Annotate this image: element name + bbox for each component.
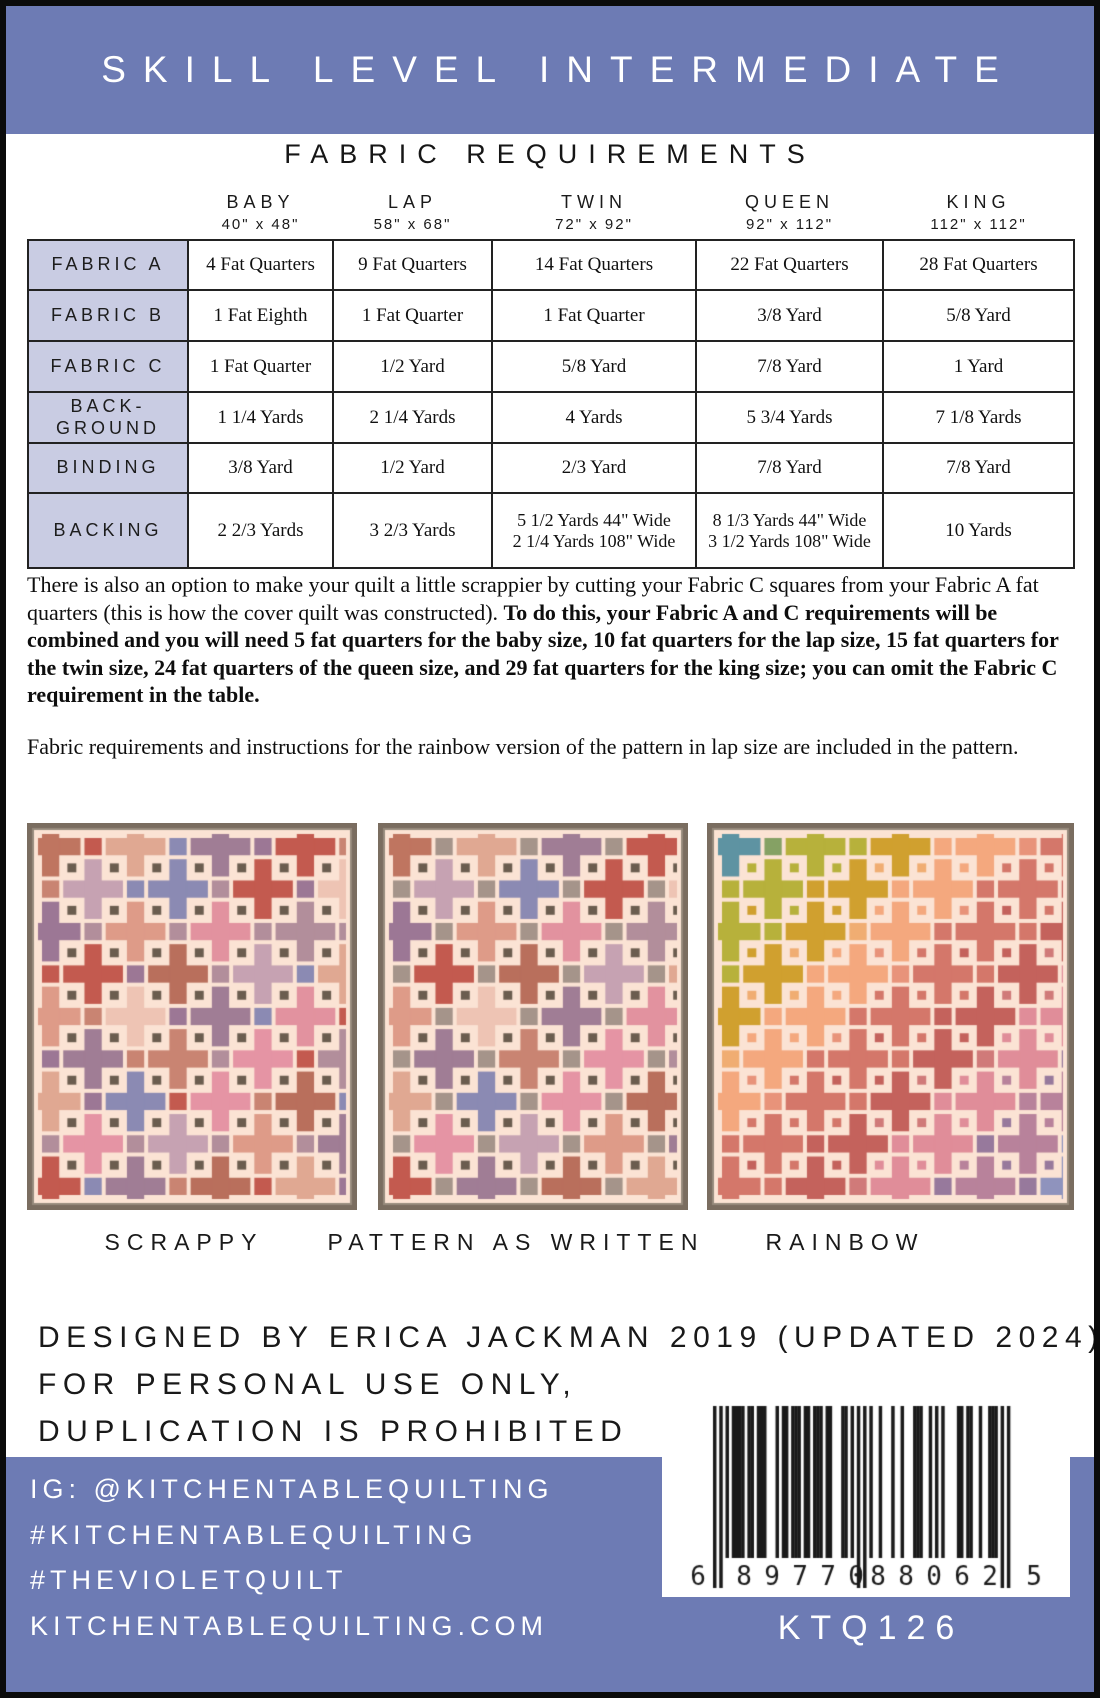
requirement-cell: 1 Yard bbox=[882, 340, 1075, 393]
size-header-lap: LAP 58" x 68" bbox=[333, 170, 492, 240]
requirement-cell: 1 Fat Eighth bbox=[187, 289, 334, 342]
barcode-box bbox=[662, 1393, 1070, 1597]
rainbow-note-paragraph: Fabric requirements and instructions for… bbox=[27, 734, 1019, 759]
requirement-cell: 2 2/3 Yards bbox=[187, 492, 334, 569]
row-label: BINDING bbox=[27, 442, 189, 494]
size-dimensions: 92" x 112" bbox=[745, 216, 834, 233]
requirement-cell: 7/8 Yard bbox=[695, 340, 884, 393]
row-label: BACK- GROUND bbox=[27, 391, 189, 444]
requirement-cell: 4 Fat Quarters bbox=[187, 239, 334, 291]
row-label: BACKING bbox=[27, 492, 189, 569]
requirement-cell: 1/2 Yard bbox=[332, 340, 493, 393]
size-header-corner bbox=[28, 170, 188, 240]
barcode-image bbox=[662, 1393, 1070, 1593]
size-name: LAP bbox=[387, 192, 438, 212]
fabric-requirements-title: FABRIC REQUIREMENTS bbox=[284, 139, 816, 169]
requirement-cell: 5/8 Yard bbox=[491, 340, 697, 393]
social-links-block: IG: @KITCHENTABLEQUILTING #KITCHENTABLEQ… bbox=[30, 1467, 553, 1649]
quilt-pattern-as-written-image bbox=[378, 823, 688, 1210]
row-label: FABRIC C bbox=[27, 340, 189, 393]
requirement-cell: 1 Fat Quarter bbox=[332, 289, 493, 342]
requirement-cell: 10 Yards bbox=[882, 492, 1075, 569]
requirement-cell: 5 1/2 Yards 44" Wide 2 1/4 Yards 108" Wi… bbox=[491, 492, 697, 569]
requirement-cell: 2 1/4 Yards bbox=[332, 391, 493, 444]
requirement-cell: 1 1/4 Yards bbox=[187, 391, 334, 444]
size-header-king: KING 112" x 112" bbox=[883, 170, 1074, 240]
requirement-cell: 7 1/8 Yards bbox=[882, 391, 1075, 444]
requirement-cell: 1 Fat Quarter bbox=[491, 289, 697, 342]
quilt-label-pattern-as-written: PATTERN AS WRITTEN bbox=[327, 1229, 705, 1255]
requirement-cell: 5/8 Yard bbox=[882, 289, 1075, 342]
quilt-scrappy-image bbox=[27, 823, 357, 1210]
instagram-handle: IG: @KITCHENTABLEQUILTING bbox=[30, 1474, 554, 1504]
hashtag-thevioletquilt: #THEVIOLETQUILT bbox=[30, 1565, 348, 1595]
designed-by-block: DESIGNED BY ERICA JACKMAN 2019 (UPDATED … bbox=[38, 1314, 1100, 1455]
requirement-cell: 3/8 Yard bbox=[187, 442, 334, 494]
requirement-cell: 9 Fat Quarters bbox=[332, 239, 493, 291]
quilt-rainbow-image bbox=[707, 823, 1074, 1210]
fabric-table-row: BACKING 2 2/3 Yards 3 2/3 Yards 5 1/2 Yards… bbox=[27, 492, 1075, 569]
fabric-table-size-header: BABY 40" x 48" LAP 58" x 68" TWIN 72" x 92" QU… bbox=[28, 170, 1074, 240]
size-header-twin: TWIN 72" x 92" bbox=[492, 170, 696, 240]
size-header-baby: BABY 40" x 48" bbox=[188, 170, 333, 240]
designed-by-line-3: DUPLICATION IS PROHIBITED bbox=[38, 1415, 629, 1448]
hashtag-kitchentablequilting: #KITCHENTABLEQUILTING bbox=[30, 1519, 478, 1550]
requirement-cell: 4 Yards bbox=[491, 391, 697, 444]
skill-level-title: SKILL LEVEL INTERMEDIATE bbox=[101, 49, 1016, 90]
requirement-cell: 28 Fat Quarters bbox=[882, 239, 1075, 291]
requirement-cell: 14 Fat Quarters bbox=[491, 239, 697, 291]
size-dimensions: 58" x 68" bbox=[373, 216, 452, 233]
size-name: BABY bbox=[226, 192, 295, 212]
fabric-table-row: BACK- GROUND 1 1/4 Yards 2 1/4 Yards 4 Yard… bbox=[27, 391, 1075, 444]
size-name: TWIN bbox=[561, 192, 627, 212]
pattern-sku: KTQ126 bbox=[777, 1609, 965, 1647]
size-name: KING bbox=[946, 192, 1011, 212]
requirement-cell: 3/8 Yard bbox=[695, 289, 884, 342]
quilt-label-scrappy: SCRAPPY bbox=[104, 1229, 264, 1255]
row-label: FABRIC A bbox=[27, 239, 189, 291]
skill-level-band: SKILL LEVEL INTERMEDIATE bbox=[0, 6, 1100, 134]
scrappy-option-bold-text: To do this, your Fabric A and C requirem… bbox=[27, 599, 1059, 708]
scrappy-option-paragraph: There is also an option to make your qui… bbox=[27, 571, 1074, 709]
size-dimensions: 112" x 112" bbox=[930, 216, 1027, 233]
requirement-cell: 3 2/3 Yards bbox=[332, 492, 493, 569]
requirement-cell: 5 3/4 Yards bbox=[695, 391, 884, 444]
requirement-cell: 7/8 Yard bbox=[695, 442, 884, 494]
row-label: FABRIC B bbox=[27, 289, 189, 342]
requirement-cell: 2/3 Yard bbox=[491, 442, 697, 494]
size-header-queen: QUEEN 92" x 112" bbox=[696, 170, 883, 240]
quilt-label-rainbow: RAINBOW bbox=[765, 1229, 925, 1255]
size-dimensions: 40" x 48" bbox=[221, 216, 300, 233]
requirement-cell: 8 1/3 Yards 44" Wide 3 1/2 Yards 108" Wi… bbox=[695, 492, 884, 569]
requirement-cell: 1/2 Yard bbox=[332, 442, 493, 494]
fabric-table: BABY 40" x 48" LAP 58" x 68" TWIN 72" x 92" QU… bbox=[27, 170, 1075, 569]
designed-by-line-2: FOR PERSONAL USE ONLY, bbox=[38, 1368, 578, 1401]
website-url: KITCHENTABLEQUILTING.COM bbox=[30, 1610, 549, 1641]
requirement-cell: 7/8 Yard bbox=[882, 442, 1075, 494]
designed-by-line-1: DESIGNED BY ERICA JACKMAN 2019 (UPDATED … bbox=[38, 1321, 1100, 1354]
requirement-cell: 22 Fat Quarters bbox=[695, 239, 884, 291]
scrappy-option-text: There is also an option to make your qui… bbox=[27, 572, 1039, 625]
fabric-table-row: BINDING 3/8 Yard 1/2 Yard 2/3 Yard 7/8 Yard 7… bbox=[27, 442, 1075, 494]
size-dimensions: 72" x 92" bbox=[555, 216, 633, 233]
requirement-cell: 1 Fat Quarter bbox=[187, 340, 334, 393]
size-name: QUEEN bbox=[744, 192, 834, 212]
